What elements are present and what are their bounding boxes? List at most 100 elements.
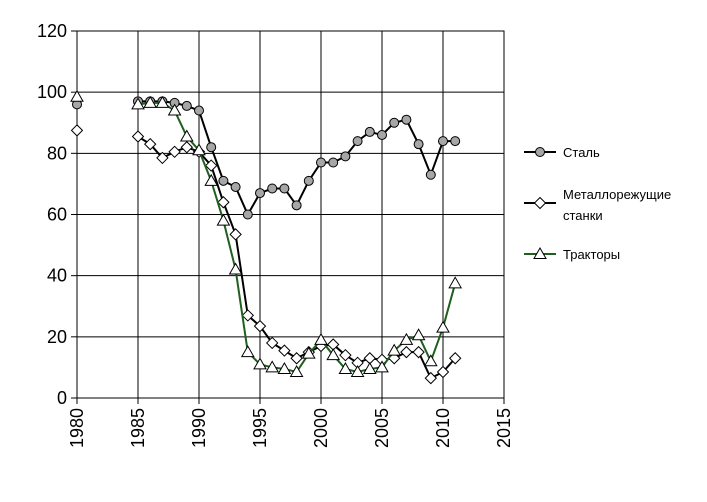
data-point [70,124,84,137]
legend: Сталь Металлорежущие станки Тракторы [524,145,671,262]
data-point [279,183,290,194]
y-axis: 0 20 40 60 80 100 120 [37,21,77,408]
series-1 [72,96,461,220]
data-point [364,126,375,137]
legend-label: Металлорежущие [563,187,671,202]
data-point [450,136,461,147]
legend-label: станки [563,208,603,223]
series-3 [70,89,463,378]
data-point [436,365,450,379]
data-point [228,262,243,275]
y-tick-label: 20 [47,327,67,347]
data-point [253,357,267,370]
data-point [218,175,229,186]
data-point [168,145,181,159]
data-point [217,196,230,209]
data-point [326,348,341,361]
data-point [438,136,448,147]
data-point [242,209,253,220]
data-point [253,319,267,333]
data-point [179,129,194,142]
data-point [255,188,265,199]
y-tick-label: 100 [37,82,67,102]
data-point [401,114,412,125]
series-layer [70,89,463,385]
data-point [265,360,280,373]
legend-label: Тракторы [563,247,620,262]
data-point [155,95,170,108]
data-point [167,103,182,116]
x-axis: 1980 1985 1990 1995 2000 2005 2010 2015 [67,398,514,448]
data-point [448,276,463,289]
data-point [290,352,303,365]
data-point [70,89,84,102]
data-point [436,320,450,333]
data-point [400,345,413,359]
x-tick-label: 1995 [250,408,270,448]
x-tick-label: 1990 [189,408,209,448]
data-point [204,159,218,172]
y-tick-label: 40 [47,266,67,286]
data-point [289,364,304,378]
data-point [423,354,438,367]
data-point [192,143,206,156]
data-point [316,157,326,168]
data-point [303,175,314,186]
legend-marker [533,196,547,210]
data-point [377,129,387,140]
data-point [277,361,292,374]
data-point [265,336,279,350]
data-point [206,142,217,153]
data-point [411,328,426,341]
data-point [340,151,351,162]
data-point [338,361,353,374]
x-tick-label: 2015 [494,408,514,448]
data-point [352,136,363,147]
data-point [143,137,157,151]
data-point [350,364,365,378]
x-tick-label: 1980 [67,408,87,448]
data-point [448,352,462,365]
legend-item: Тракторы [524,246,620,262]
legend-item: Металлорежущие станки [524,187,671,223]
y-tick-label: 0 [57,388,67,408]
data-point [194,105,204,116]
data-point [328,157,339,168]
y-tick-label: 120 [37,21,67,41]
legend-item: Сталь [524,145,600,160]
legend-marker [535,147,545,157]
data-point [267,183,278,194]
data-point [399,332,414,345]
y-tick-label: 60 [47,205,67,225]
data-point [314,332,328,345]
data-point [362,361,377,374]
data-point [278,344,291,357]
data-point [301,346,316,359]
data-point [131,130,145,143]
data-point [413,139,424,150]
data-point [291,200,302,211]
data-point [229,228,242,241]
data-point [181,100,192,111]
data-point [241,309,255,322]
data-point [216,213,231,226]
data-point [339,348,352,362]
data-point [204,173,219,186]
data-point [375,360,389,373]
data-point [412,345,425,359]
data-point [389,117,400,128]
legend-marker [533,246,547,259]
x-tick-label: 1985 [128,408,148,448]
data-point [424,371,438,385]
data-point [240,345,255,358]
data-point [131,97,145,110]
data-point [180,141,194,154]
data-point [387,343,402,356]
data-point [425,169,436,180]
data-point [143,95,158,108]
x-tick-label: 2010 [433,408,453,448]
x-tick-label: 2000 [311,408,331,448]
legend-label: Сталь [563,145,600,160]
data-point [230,181,241,192]
